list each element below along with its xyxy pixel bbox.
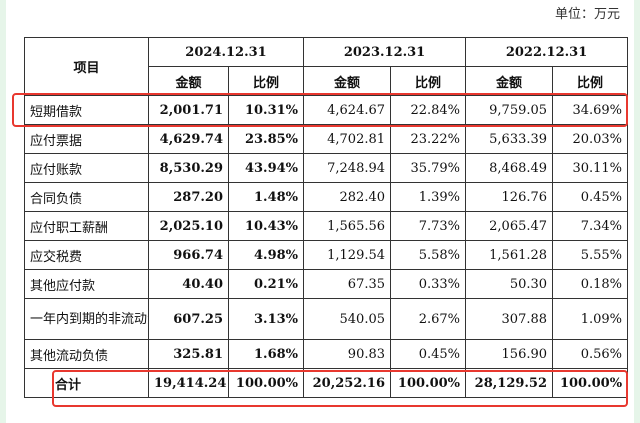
table-row: 合同负债 287.20 1.48% 282.40 1.39% 126.76 0.… [24, 182, 629, 212]
total-label: 合计 [24, 368, 149, 398]
cell-value: 7.73% [390, 211, 467, 241]
cell-value: 9,759.05 [465, 95, 554, 125]
cell-value: 2,065.47 [465, 211, 554, 241]
header-ratio: 比例 [552, 66, 629, 96]
total-row: 合计 19,414.24 100.00% 20,252.16 100.00% 2… [24, 368, 629, 398]
cell-value: 50.30 [465, 269, 554, 299]
cell-value: 1,565.56 [303, 211, 392, 241]
cell-value: 325.81 [148, 339, 229, 369]
row-label: 其他应付款 [24, 269, 149, 299]
header-amount: 金额 [465, 66, 554, 96]
cell-value: 35.79% [390, 153, 467, 183]
cell-value: 1,129.54 [303, 240, 392, 270]
table-panel: 单位：万元 项目 2024.12.31 2023.12.31 2022.12.3… [6, 0, 634, 423]
liabilities-table: 项目 2024.12.31 2023.12.31 2022.12.31 金额 比… [24, 37, 629, 398]
cell-value: 10.43% [227, 211, 305, 241]
cell-value: 2,025.10 [148, 211, 229, 241]
table-row: 短期借款 2,001.71 10.31% 4,624.67 22.84% 9,7… [24, 95, 629, 125]
cell-value: 3.13% [227, 298, 305, 340]
table-row: 一年内到期的非流动负债 607.25 3.13% 540.05 2.67% 30… [24, 298, 629, 340]
cell-value: 1.68% [227, 339, 305, 369]
cell-value: 1,561.28 [465, 240, 554, 270]
table-row: 其他流动负债 325.81 1.68% 90.83 0.45% 156.90 0… [24, 339, 629, 369]
table-row: 应付票据 4,629.74 23.85% 4,702.81 23.22% 5,6… [24, 124, 629, 154]
cell-value: 966.74 [148, 240, 229, 270]
row-label: 其他流动负债 [24, 339, 149, 369]
cell-value: 0.33% [390, 269, 467, 299]
cell-value: 5.58% [390, 240, 467, 270]
cell-value: 7.34% [552, 211, 629, 241]
cell-value: 19,414.24 [148, 368, 229, 398]
row-label: 应付职工薪酬 [24, 211, 149, 241]
cell-value: 30.11% [552, 153, 629, 183]
row-label: 应交税费 [24, 240, 149, 270]
cell-value: 23.22% [390, 124, 467, 154]
cell-value: 7,248.94 [303, 153, 392, 183]
header-amount: 金额 [303, 66, 392, 96]
cell-value: 90.83 [303, 339, 392, 369]
header-year-2024: 2024.12.31 [147, 37, 305, 67]
cell-value: 5,633.39 [465, 124, 554, 154]
header-amount: 金额 [148, 66, 229, 96]
cell-value: 540.05 [303, 298, 392, 340]
cell-value: 34.69% [552, 95, 629, 125]
cell-value: 20.03% [552, 124, 629, 154]
cell-value: 23.85% [227, 124, 305, 154]
row-label: 短期借款 [24, 95, 149, 125]
table-row: 应付账款 8,530.29 43.94% 7,248.94 35.79% 8,4… [24, 153, 629, 183]
cell-value: 0.56% [552, 339, 629, 369]
cell-value: 0.18% [552, 269, 629, 299]
header-ratio: 比例 [390, 66, 467, 96]
cell-value: 100.00% [227, 368, 305, 398]
header-year-2022: 2022.12.31 [465, 37, 629, 67]
row-label: 一年内到期的非流动负债 [24, 298, 149, 340]
row-label: 合同负债 [24, 182, 149, 212]
cell-value: 8,530.29 [148, 153, 229, 183]
row-label: 应付票据 [24, 124, 149, 154]
cell-value: 287.20 [148, 182, 229, 212]
header-item: 项目 [24, 37, 149, 96]
cell-value: 2,001.71 [148, 95, 229, 125]
cell-value: 20,252.16 [303, 368, 392, 398]
table-row: 应交税费 966.74 4.98% 1,129.54 5.58% 1,561.2… [24, 240, 629, 270]
cell-value: 67.35 [303, 269, 392, 299]
cell-value: 10.31% [227, 95, 305, 125]
cell-value: 1.09% [552, 298, 629, 340]
cell-value: 43.94% [227, 153, 305, 183]
cell-value: 100.00% [390, 368, 467, 398]
cell-value: 0.21% [227, 269, 305, 299]
header-year-2023: 2023.12.31 [303, 37, 467, 67]
cell-value: 0.45% [390, 339, 467, 369]
cell-value: 607.25 [148, 298, 229, 340]
cell-value: 2.67% [390, 298, 467, 340]
row-label: 应付账款 [24, 153, 149, 183]
cell-value: 4,702.81 [303, 124, 392, 154]
cell-value: 1.48% [227, 182, 305, 212]
cell-value: 100.00% [552, 368, 629, 398]
cell-value: 4.98% [227, 240, 305, 270]
cell-value: 126.76 [465, 182, 554, 212]
cell-value: 1.39% [390, 182, 467, 212]
cell-value: 40.40 [148, 269, 229, 299]
cell-value: 156.90 [465, 339, 554, 369]
header-ratio: 比例 [227, 66, 305, 96]
cell-value: 282.40 [303, 182, 392, 212]
table-row: 其他应付款 40.40 0.21% 67.35 0.33% 50.30 0.18… [24, 269, 629, 299]
table-row: 应付职工薪酬 2,025.10 10.43% 1,565.56 7.73% 2,… [24, 211, 629, 241]
unit-label: 单位：万元 [554, 7, 620, 22]
cell-value: 22.84% [390, 95, 467, 125]
cell-value: 0.45% [552, 182, 629, 212]
cell-value: 5.55% [552, 240, 629, 270]
cell-value: 8,468.49 [465, 153, 554, 183]
cell-value: 307.88 [465, 298, 554, 340]
cell-value: 4,624.67 [303, 95, 392, 125]
cell-value: 28,129.52 [465, 368, 554, 398]
cell-value: 4,629.74 [148, 124, 229, 154]
